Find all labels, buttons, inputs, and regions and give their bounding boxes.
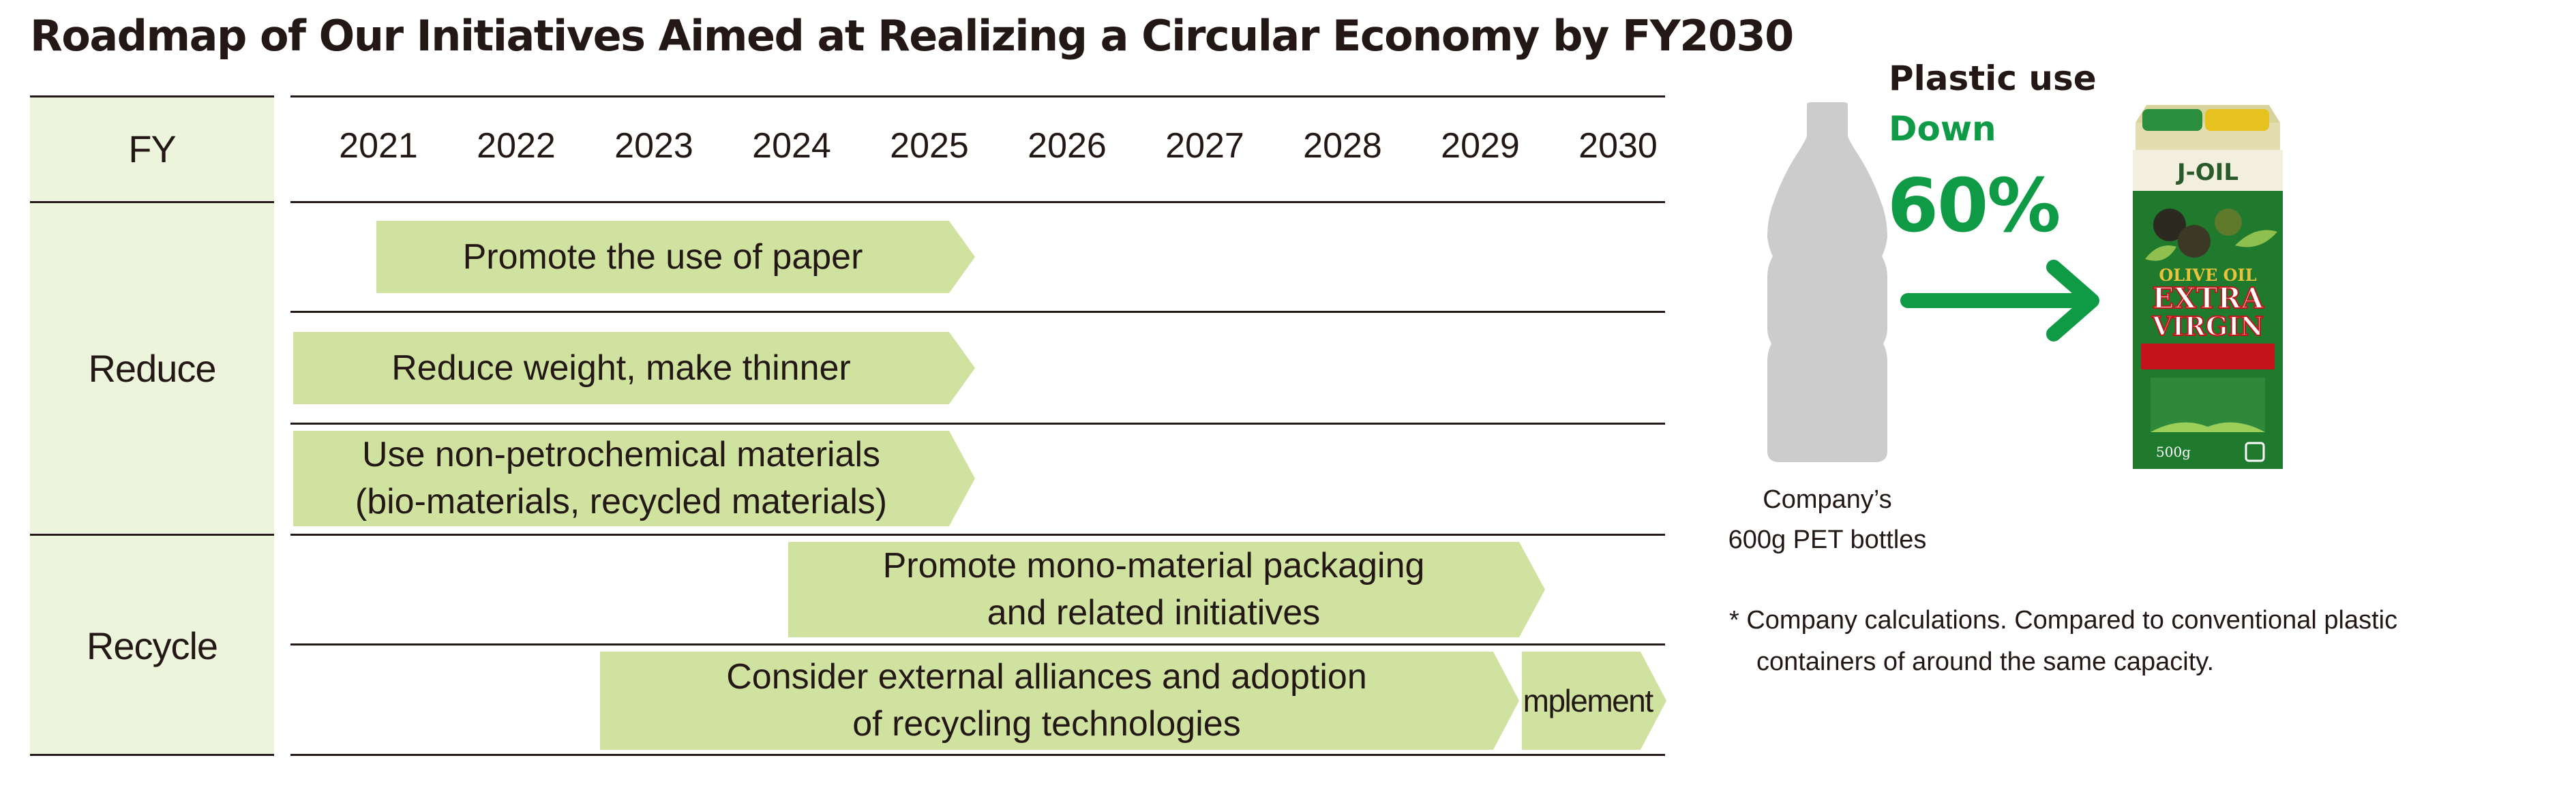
plastic-use-label: Plastic use (1889, 59, 2097, 98)
arrow-right-icon (1900, 260, 2099, 341)
initiative-text: Implement (1515, 682, 1653, 718)
timeline-rule-top (290, 95, 1665, 97)
left-rule-bottom (30, 754, 274, 756)
carton-weight-text: 500g (2156, 444, 2191, 460)
timeline-rule-fy (290, 201, 1665, 203)
footnote-line: * Company calculations. Compared to conv… (1729, 606, 2398, 635)
year-label: 2023 (614, 126, 693, 166)
initiative-text: Promote the use of paper (462, 237, 863, 277)
initiative-external-alliances: Consider external alliances and adoption… (600, 652, 1519, 750)
year-label: 2030 (1578, 126, 1658, 166)
carton-extra-text: EXTRA (2152, 282, 2264, 315)
initiative-promote-paper: Promote the use of paper (376, 221, 975, 293)
year-label: 2027 (1165, 126, 1244, 166)
footnote: * Company calculations. Compared to conv… (1729, 600, 2397, 683)
category-recycle-cell: Recycle (30, 536, 274, 755)
initiative-text: of recycling technologies (852, 704, 1241, 744)
initiative-text: Consider external alliances and adoption (726, 657, 1367, 697)
timeline-rule-row4 (290, 643, 1665, 645)
year-label: 2028 (1303, 126, 1382, 166)
left-rule-fy (30, 201, 274, 203)
footnote-line: containers of around the same capacity. (1756, 647, 2215, 676)
carton-line-text: OLIVE OIL (2159, 265, 2256, 285)
olive-oil-carton-icon: J-OIL OLIVE OIL EXTRA VIRGIN 500g (2133, 105, 2283, 469)
year-label: 2022 (477, 126, 556, 166)
bottle-caption-line: Company’s (1763, 485, 1892, 514)
year-label: 2024 (752, 126, 831, 166)
timeline-rule-row1 (290, 311, 1665, 313)
timeline-rule-row2 (290, 423, 1665, 425)
timeline-rule-bottom (290, 754, 1665, 756)
initiative-text: (bio-materials, recycled materials) (355, 482, 888, 521)
fy-label: FY (128, 127, 177, 170)
reduction-percent: 60% (1887, 164, 2061, 249)
pet-bottle-icon (1767, 102, 1887, 462)
category-recycle-label: Recycle (86, 624, 218, 667)
year-label: 2026 (1028, 126, 1107, 166)
bottle-caption-line: 600g PET bottles (1728, 525, 1927, 554)
down-label: Down (1889, 109, 1996, 149)
year-label: 2029 (1441, 126, 1520, 166)
initiative-implement: Implement (1522, 652, 1666, 750)
bottle-caption: Company’s 600g PET bottles (1705, 480, 1950, 560)
year-label: 2025 (890, 126, 969, 166)
initiative-text: and related initiatives (987, 593, 1321, 633)
initiative-text: Promote mono-material packaging (882, 546, 1425, 586)
fy-header-cell: FY (30, 97, 274, 200)
page-title: Roadmap of Our Initiatives Aimed at Real… (30, 11, 1794, 61)
left-rule-top (30, 95, 274, 97)
initiative-mono-material: Promote mono-material packaging and rela… (788, 542, 1545, 637)
carton-virgin-text: VIRGIN (2151, 311, 2264, 341)
initiative-non-petrochemical: Use non-petrochemical materials (bio-mat… (293, 431, 975, 526)
year-label: 2021 (339, 126, 418, 166)
timeline-rule-reduce (290, 534, 1665, 536)
initiative-reduce-weight: Reduce weight, make thinner (293, 332, 975, 404)
carton-brand-text: J-OIL (2176, 159, 2238, 186)
category-reduce-cell: Reduce (30, 203, 274, 533)
left-rule-reduce (30, 534, 274, 536)
initiative-text: Use non-petrochemical materials (361, 435, 881, 475)
category-reduce-label: Reduce (88, 346, 216, 390)
initiative-text: Reduce weight, make thinner (391, 348, 851, 388)
